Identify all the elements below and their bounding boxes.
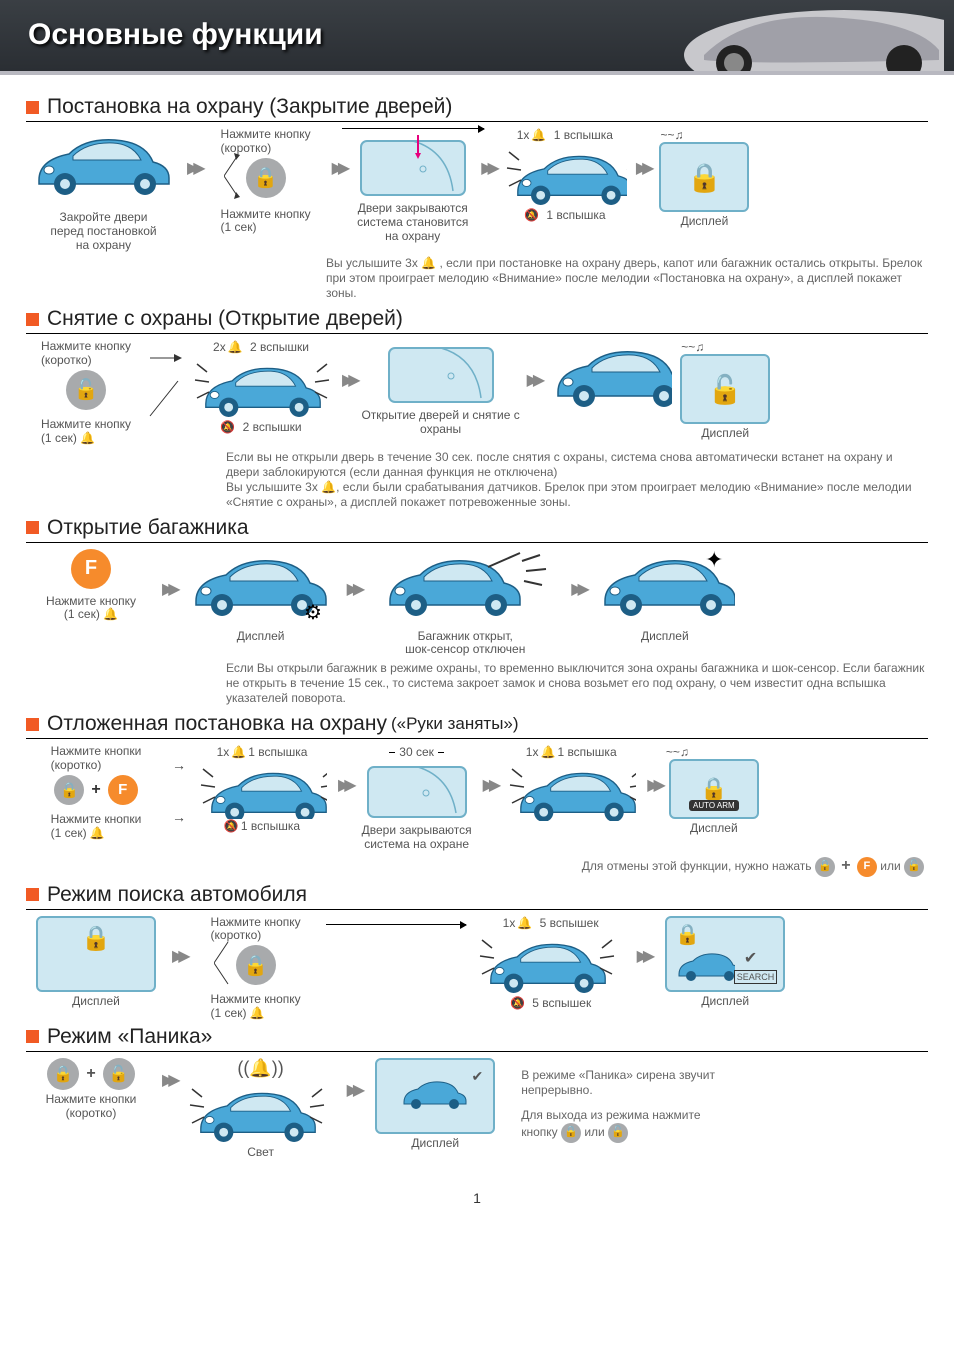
car-flash-icon — [191, 354, 331, 420]
arrow-icon: ▶▶ — [156, 1058, 181, 1090]
section-2-title: Снятие с охраны (Открытие дверей) — [26, 307, 928, 334]
section-2-flow: Нажмите кнопку (коротко) 🔓 Нажмите кнопк… — [26, 340, 928, 445]
branch-arrow-icon — [224, 153, 242, 199]
bell-icon: 🔔 — [228, 340, 243, 354]
arrow-icon: → — [172, 757, 186, 773]
car-flash-icon — [186, 1079, 336, 1143]
siren-icon: ((🔔)) — [237, 1058, 283, 1079]
bell-icon: 🔔 — [231, 745, 246, 759]
arrow-icon: ▶▶ — [181, 128, 206, 178]
bullet-icon — [26, 313, 39, 326]
bullet-icon — [26, 101, 39, 114]
plus-icon: + — [86, 1065, 95, 1083]
car-closed-icon — [29, 128, 179, 208]
branch-arrow-icon — [148, 346, 184, 426]
arrow-icon: ▶▶ — [641, 745, 666, 795]
display-search-icon: 🔒 ✔ SEARCH — [665, 916, 785, 992]
page-number: 1 — [26, 1190, 928, 1226]
arrow-icon: ▶▶ — [521, 340, 546, 390]
f-button-icon: F — [857, 857, 877, 877]
car-trunk-sparkle-icon: ✦ — [595, 549, 735, 627]
bullet-icon — [26, 718, 39, 731]
car-trunk-open-icon — [380, 549, 550, 627]
section-5-title: Режим поиска автомобиля — [26, 883, 928, 910]
section-4-title: Отложенная постановка на охрану («Руки з… — [26, 712, 928, 739]
page-header: Основные функции — [0, 0, 954, 75]
arrow-icon: ▶▶ — [477, 745, 502, 795]
section-3-title: Открытие багажника — [26, 516, 928, 543]
lock-button-icon: 🔒 — [815, 857, 835, 877]
arrow-icon: ▶▶ — [332, 745, 357, 795]
arrow-icon: → — [172, 809, 186, 825]
arrow-icon: ▶▶ — [631, 916, 656, 966]
page-content: Постановка на охрану (Закрытие дверей) З… — [0, 75, 954, 1236]
section-4-flow: Нажмите кнопки (коротко) 🔒 + F Нажмите к… — [26, 745, 928, 852]
section-6-note2: Для выхода из режима нажмите кнопку 🔒 ил… — [521, 1108, 700, 1143]
lock-button-icon: 🔒 — [561, 1123, 581, 1143]
bullet-icon — [26, 1030, 39, 1043]
display-unlocked-icon: 🔓 — [680, 354, 770, 424]
car-small-icon — [400, 1076, 470, 1116]
section-5-flow: 🔒 Дисплей ▶▶ Нажмите кнопку (коротко) 🔒 … — [26, 916, 928, 1021]
section-2-note: Если вы не открыли дверь в течение 30 се… — [26, 450, 928, 510]
arrow-icon: ▶▶ — [156, 549, 181, 599]
section-1-note: Вы услышите 3х 🔔 , если при постановке н… — [26, 256, 928, 301]
unlock-button-icon: 🔓 — [608, 1123, 628, 1143]
section-4-cancel: Для отмены этой функции, нужно нажать 🔒 … — [26, 856, 928, 877]
bell-mute-icon: 🔕 — [224, 819, 239, 833]
section-3-note: Если Вы открыли багажник в режиме охраны… — [26, 661, 928, 706]
f-button-icon: F — [71, 549, 111, 589]
bell-mute-icon: 🔕 — [524, 208, 539, 222]
bell-icon: 🔔 — [540, 745, 555, 759]
door-closing-icon — [353, 133, 473, 199]
f-button-icon: F — [108, 775, 138, 805]
unlock-button-icon: 🔓 — [66, 370, 106, 410]
arrow-icon: ▶▶ — [166, 916, 191, 966]
lock-button-icon: 🔒 — [246, 158, 286, 198]
display-autoarm-icon: 🔒 AUTO ARM — [669, 759, 759, 819]
arrow-icon: ▶▶ — [341, 549, 366, 599]
plus-icon: + — [91, 781, 100, 799]
car-flash-icon — [503, 142, 627, 208]
display-locked-icon: 🔒 — [659, 142, 749, 212]
section-1-flow: Закройте двери перед постановкой на охра… — [26, 128, 928, 252]
car-flash-icon — [506, 759, 636, 821]
arrow-icon: ▶▶ — [630, 128, 655, 178]
branch-arrow-icon — [214, 940, 232, 986]
unlock-button-icon: 🔓 — [103, 1058, 135, 1090]
car-flash-icon — [197, 759, 327, 819]
car-flash-icon — [476, 930, 626, 996]
door-opening-icon — [381, 340, 501, 406]
lock-button-icon: 🔒 — [54, 775, 84, 805]
arrow-icon: ▶▶ — [336, 340, 361, 390]
bullet-icon — [26, 888, 39, 901]
svg-text:✦: ✦ — [705, 549, 723, 572]
section-6-note1: В режиме «Паника» сирена звучит непрерыв… — [521, 1068, 785, 1098]
bell-icon: 🔔 — [517, 916, 532, 930]
door-closing-icon — [362, 761, 472, 821]
lock-button-icon: 🔒 — [236, 945, 276, 985]
arrow-icon: ▶▶ — [475, 128, 500, 178]
bell-mute-icon: 🔕 — [220, 420, 235, 434]
arrow-icon: ▶▶ — [326, 128, 351, 178]
bullet-icon — [26, 521, 39, 534]
bell-mute-icon: 🔕 — [510, 996, 525, 1010]
car-small-icon — [675, 948, 735, 982]
header-car-graphic — [544, 0, 944, 75]
display-panic-icon: ✔ — [375, 1058, 495, 1134]
section-3-flow: F Нажмите кнопку (1 сек) 🔔 ▶▶ ⚙ Дисплей … — [26, 549, 928, 658]
bell-icon: 🔔 — [531, 128, 546, 142]
unlock-button-icon: 🔓 — [904, 857, 924, 877]
section-6-title: Режим «Паника» — [26, 1025, 928, 1052]
section-6-flow: 🔒 + 🔓 Нажмите кнопки (коротко) ▶▶ ((🔔)) … — [26, 1058, 928, 1160]
arrow-icon: ▶▶ — [341, 1058, 366, 1100]
arrow-icon: ▶▶ — [565, 549, 590, 599]
car-icon — [548, 340, 672, 410]
display-locked-icon: 🔒 — [36, 916, 156, 992]
car-trunk-icon: ⚙ — [186, 549, 336, 627]
svg-text:⚙: ⚙ — [304, 602, 322, 624]
lock-button-icon: 🔒 — [47, 1058, 79, 1090]
section-1-title: Постановка на охрану (Закрытие дверей) — [26, 95, 928, 122]
